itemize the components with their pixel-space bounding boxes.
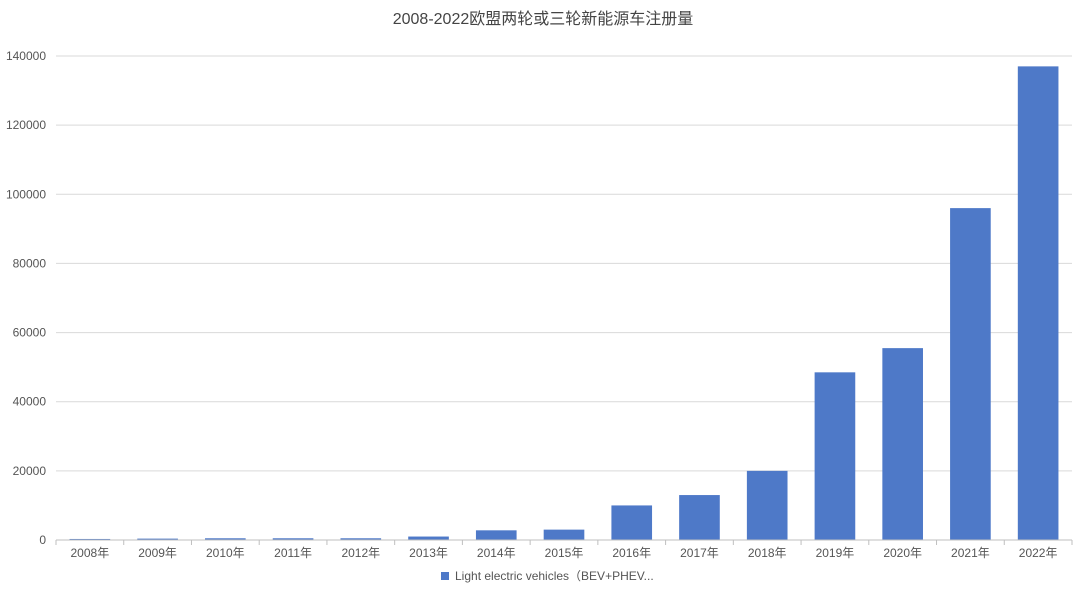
bar[interactable] [1017,66,1059,540]
y-tick-label: 20000 [13,464,47,478]
x-tick-label: 2021年 [951,546,990,560]
x-tick-label: 2008年 [71,546,110,560]
bar[interactable] [340,538,382,540]
x-tick-label: 2012年 [341,546,380,560]
bar[interactable] [475,530,517,540]
x-tick-label: 2022年 [1019,546,1058,560]
x-axis-ticks: 2008年 2009年 2010年 2011年 2012年 2013年 2014年 2015年… [55,540,1073,560]
x-tick-label: 2020年 [883,546,922,560]
x-tick-label: 2010年 [206,546,245,560]
y-tick-label: 0 [39,533,46,547]
x-tick-label: 2018年 [748,546,787,560]
x-tick-label: 2009年 [138,546,177,560]
legend[interactable]: Light electric vehicles（BEV+PHEV... [441,569,654,583]
bar[interactable] [950,208,991,540]
legend-label: Light electric vehicles（BEV+PHEV... [455,569,654,583]
bar[interactable] [746,470,788,540]
y-tick-label: 80000 [13,256,47,270]
x-tick-label: 2019年 [816,546,855,560]
x-tick-label: 2017年 [680,546,719,560]
y-tick-label: 120000 [6,118,46,132]
y-tick-label: 140000 [6,49,46,63]
y-tick-label: 40000 [13,395,47,409]
bar[interactable] [679,495,720,540]
x-tick-label: 2014年 [477,546,516,560]
bar[interactable] [611,505,653,540]
x-tick-label: 2015年 [545,546,584,560]
x-tick-label: 2013年 [409,546,448,560]
x-tick-label: 2016年 [612,546,651,560]
x-tick-label: 2011年 [274,546,312,560]
bar[interactable] [272,538,314,540]
y-axis-ticks: 0 20000 40000 60000 80000 100000 120000 140000 [6,49,46,547]
y-tick-label: 60000 [13,326,47,340]
bars [69,66,1059,541]
bar[interactable] [814,372,856,540]
chart-title: 2008-2022欧盟两轮或三轮新能源车注册量 [393,10,694,28]
bar[interactable] [882,348,923,540]
y-tick-label: 100000 [6,187,46,201]
bar[interactable] [205,538,246,540]
bar[interactable] [137,538,178,541]
gridlines [56,55,1072,472]
bar[interactable] [543,529,585,540]
bar[interactable] [408,536,449,540]
legend-swatch [441,572,449,580]
